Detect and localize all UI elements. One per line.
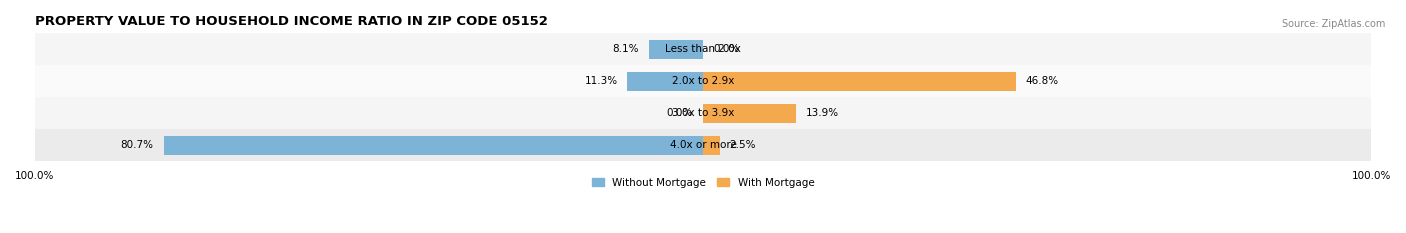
Bar [648, 40, 703, 59]
Text: 2.0x to 2.9x: 2.0x to 2.9x [672, 76, 734, 86]
Text: 3.0x to 3.9x: 3.0x to 3.9x [672, 108, 734, 118]
Bar [35, 33, 1371, 65]
Legend: Without Mortgage, With Mortgage: Without Mortgage, With Mortgage [588, 174, 818, 192]
Text: 0.0%: 0.0% [713, 44, 740, 54]
Text: PROPERTY VALUE TO HOUSEHOLD INCOME RATIO IN ZIP CODE 05152: PROPERTY VALUE TO HOUSEHOLD INCOME RATIO… [35, 15, 547, 28]
Text: 2.5%: 2.5% [730, 140, 756, 150]
Bar [35, 129, 1371, 161]
Bar [703, 136, 720, 155]
Text: 80.7%: 80.7% [121, 140, 153, 150]
Bar [35, 97, 1371, 129]
Text: 0.0%: 0.0% [666, 108, 693, 118]
Bar [163, 136, 703, 155]
Text: 11.3%: 11.3% [585, 76, 617, 86]
Text: Source: ZipAtlas.com: Source: ZipAtlas.com [1281, 19, 1385, 29]
Text: 46.8%: 46.8% [1026, 76, 1059, 86]
Text: 4.0x or more: 4.0x or more [669, 140, 737, 150]
Text: 13.9%: 13.9% [806, 108, 839, 118]
Bar [703, 72, 1015, 91]
Text: 8.1%: 8.1% [613, 44, 638, 54]
Bar [703, 104, 796, 123]
Bar [627, 72, 703, 91]
Bar [35, 65, 1371, 97]
Text: Less than 2.0x: Less than 2.0x [665, 44, 741, 54]
